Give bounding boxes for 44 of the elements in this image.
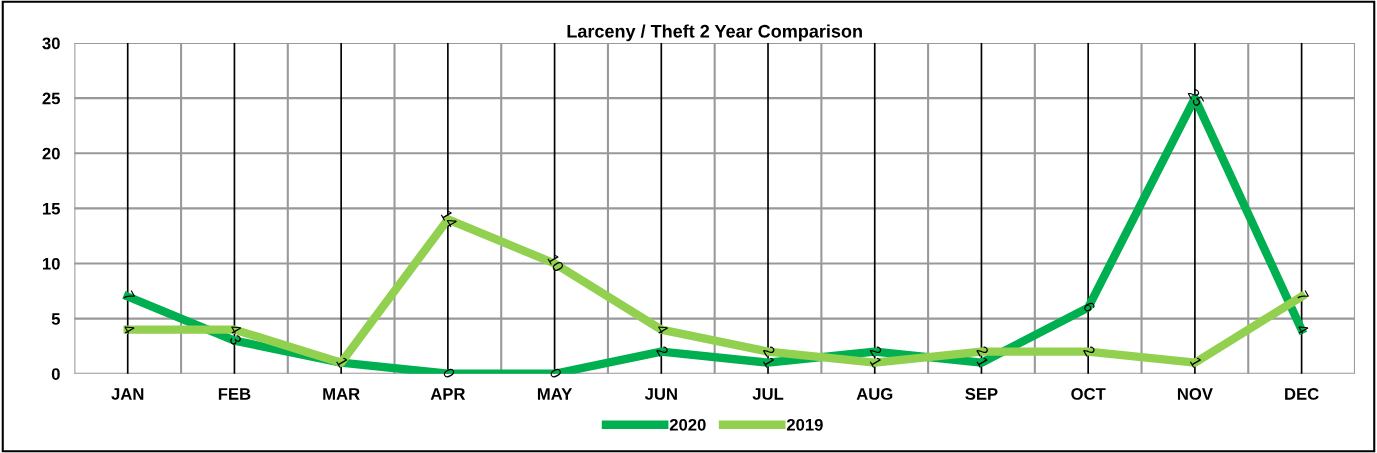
data-label: 1 bbox=[869, 356, 883, 368]
chart-title: Larceny / Theft 2 Year Comparison bbox=[567, 24, 862, 42]
x-tick-label: AUG bbox=[856, 388, 893, 400]
y-tick-label: 5 bbox=[51, 313, 61, 325]
data-label: 25 bbox=[1187, 88, 1205, 107]
data-label: 2 bbox=[1083, 345, 1096, 357]
data-label: 1 bbox=[336, 356, 349, 368]
legend-label: 2020 bbox=[669, 418, 706, 431]
x-tick-label: APR bbox=[430, 388, 466, 400]
x-tick-label: JAN bbox=[111, 388, 144, 400]
data-label: 4 bbox=[229, 322, 243, 335]
data-label: 4 bbox=[1296, 322, 1310, 335]
data-label: 1 bbox=[1189, 356, 1203, 368]
data-label: 4 bbox=[122, 322, 136, 335]
x-tick-label: DEC bbox=[1285, 388, 1319, 400]
data-label: 7 bbox=[1296, 290, 1310, 302]
x-tick-label: JUL bbox=[752, 388, 784, 400]
data-label: 14 bbox=[440, 209, 458, 229]
data-label: 6 bbox=[1082, 301, 1096, 313]
y-tick-label: 25 bbox=[42, 92, 61, 105]
y-tick-label: 30 bbox=[42, 37, 60, 50]
data-label: 2 bbox=[656, 345, 669, 357]
data-label: 7 bbox=[122, 290, 136, 302]
x-tick-label: SEP bbox=[965, 388, 998, 400]
legend-label: 2019 bbox=[786, 418, 823, 431]
data-label: 2 bbox=[762, 345, 776, 357]
data-label: 2 bbox=[869, 345, 883, 357]
y-tick-label: 0 bbox=[51, 368, 60, 380]
data-label: 1 bbox=[763, 356, 776, 368]
x-tick-label: MAY bbox=[537, 388, 573, 400]
y-tick-label: 20 bbox=[42, 147, 60, 160]
x-tick-label: NOV bbox=[1177, 388, 1213, 400]
x-tick-label: MAR bbox=[323, 388, 360, 400]
x-tick-label: FEB bbox=[218, 388, 251, 400]
y-tick-label: 10 bbox=[42, 257, 60, 270]
data-label: 0 bbox=[442, 367, 456, 379]
data-label: 2 bbox=[976, 345, 990, 357]
data-label: 0 bbox=[549, 367, 563, 379]
data-label: 3 bbox=[229, 334, 243, 346]
x-tick-label: JUN bbox=[644, 388, 677, 400]
y-tick-label: 15 bbox=[42, 202, 61, 215]
data-label: 4 bbox=[655, 322, 669, 335]
data-label: 1 bbox=[976, 356, 989, 368]
x-tick-label: OCT bbox=[1071, 388, 1106, 400]
